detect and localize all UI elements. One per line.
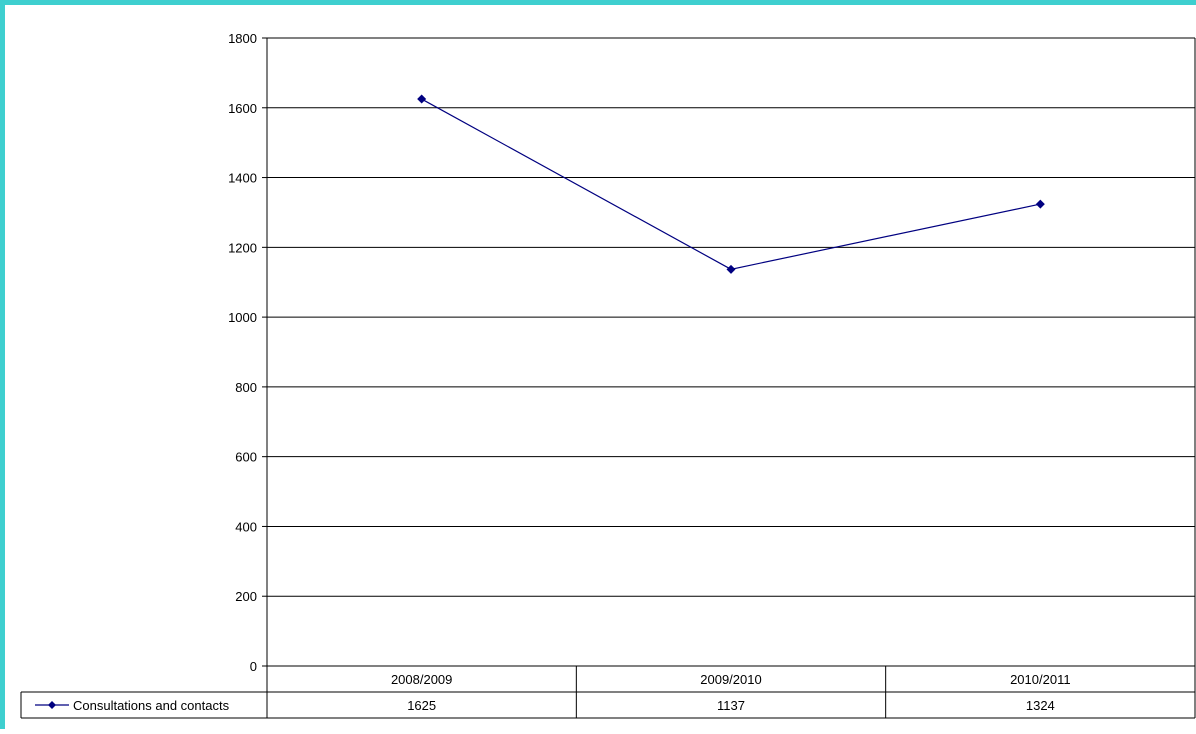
data-table: 2008/2009 2009/2010 2010/2011 Consultations… [20,665,1196,719]
y-tick-label: 1600 [228,101,257,116]
y-tick-label: 1400 [228,171,257,186]
data-point [417,94,427,104]
y-axis-ticks: 0 200 400 600 800 1000 1200 1400 1600 1800 [228,31,257,674]
data-point [1035,199,1045,209]
y-tick-label: 800 [235,380,257,395]
y-tick-label: 600 [235,450,257,465]
value-label: 1625 [407,698,436,713]
data-point [726,264,736,274]
value-label: 1137 [717,698,745,713]
y-tick-label: 0 [250,659,257,674]
y-tick-label: 200 [235,589,257,604]
legend-marker [48,701,56,709]
legend-label: Consultations and contacts [73,698,230,713]
series-line [421,98,1041,270]
y-tick-label: 400 [235,519,257,534]
value-label: 1324 [1026,698,1055,713]
line-chart: 0 200 400 600 800 1000 1200 1400 1600 1800 2008/2… [20,31,1196,719]
category-label: 2009/2010 [700,672,761,687]
category-label: 2010/2011 [1010,672,1071,687]
y-tick-label: 1000 [228,310,257,325]
grid-layer [262,37,1196,667]
y-tick-label: 1800 [228,31,257,46]
y-tick-label: 1200 [228,240,257,255]
category-label: 2008/2009 [391,672,452,687]
series-layer [417,94,1045,274]
